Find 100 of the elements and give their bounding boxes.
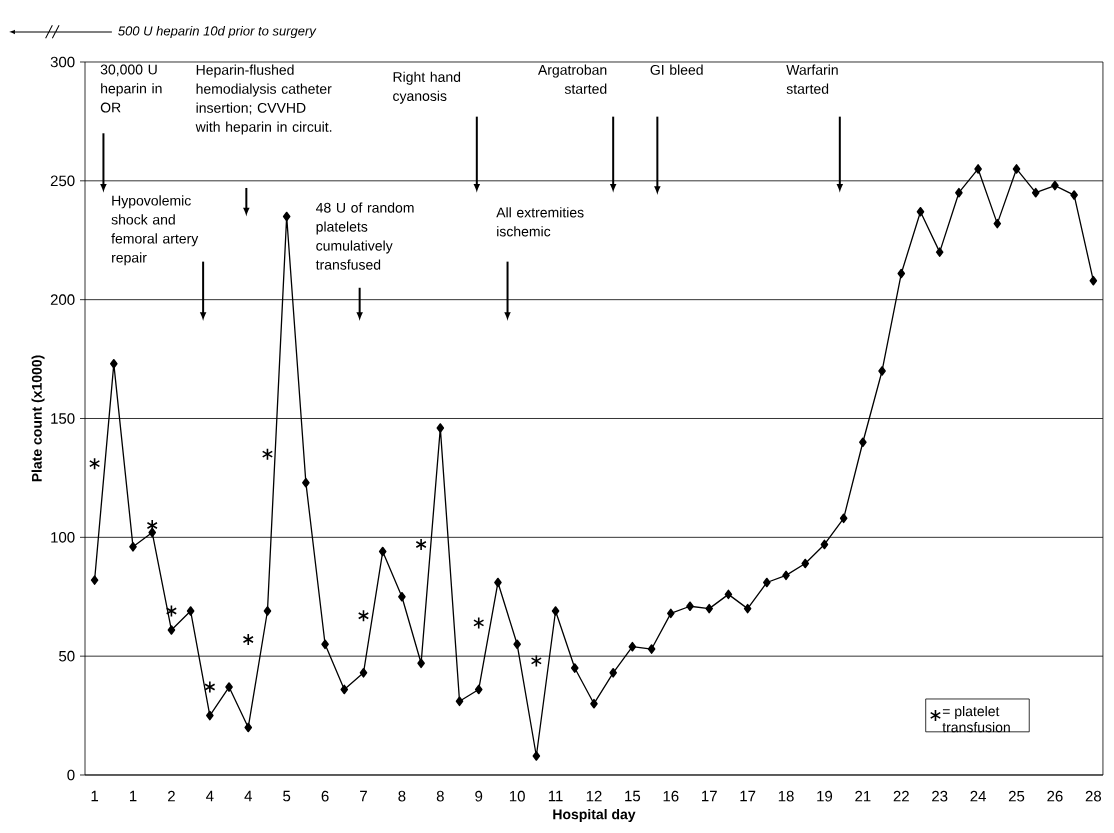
annotation: Heparin-flushed hemodialysis catheter insertion; CVVHD with heparin in circuit.: [195, 64, 332, 135]
point: [763, 577, 771, 588]
point: [357, 609, 370, 623]
x-tick-label: 26: [1047, 790, 1063, 802]
point: [782, 570, 790, 581]
point: [186, 606, 195, 616]
point: [302, 477, 310, 488]
point: [167, 625, 176, 635]
point: [955, 187, 963, 198]
x-tick-label: 8: [436, 790, 444, 802]
annotation: Hypovolemic shock and femoral artery repair: [111, 195, 199, 266]
point: [494, 577, 502, 588]
point: [1051, 180, 1059, 191]
point: [398, 591, 406, 602]
x-tick-label: 12: [586, 790, 602, 802]
point: [455, 696, 464, 707]
x-tick-label: 16: [663, 790, 679, 802]
point: [551, 606, 560, 616]
x-tick-label: 5: [283, 790, 291, 802]
point: [90, 575, 99, 585]
point: [801, 558, 810, 569]
point: [1070, 190, 1078, 200]
point: [436, 423, 445, 433]
point: [993, 218, 1002, 229]
x-tick-label: 11: [548, 790, 563, 802]
point: [225, 682, 233, 692]
text: 500 U heparin 10d prior to surgery: [118, 25, 317, 39]
point: [743, 603, 752, 614]
legend-label: = platelet transfusion: [942, 705, 1010, 733]
point: [473, 616, 485, 630]
x-tick-label: 6: [321, 790, 329, 802]
point: [263, 606, 272, 616]
point: [340, 684, 349, 695]
x-tick-label: 28: [1085, 790, 1102, 802]
x-tick-label: 4: [244, 790, 252, 802]
point: [916, 206, 925, 217]
point: [261, 447, 274, 461]
annotation: All extremities ischemic: [496, 207, 584, 237]
point: [321, 639, 329, 650]
point: [242, 633, 254, 646]
point: [628, 641, 637, 652]
point: [1089, 275, 1098, 286]
point: [89, 457, 101, 470]
y-tick-label: 0: [67, 769, 75, 781]
point: [378, 546, 387, 557]
annotation: GI bleed: [650, 64, 703, 75]
point: [897, 268, 906, 279]
annotation: 30,000 U heparin in OR: [100, 64, 162, 113]
point: [110, 359, 118, 369]
y-tick-label: 100: [51, 532, 75, 543]
x-tick-label: 1: [91, 790, 99, 802]
annotation: Warfarin started: [786, 64, 838, 94]
x-tick-label: 25: [1008, 790, 1025, 802]
x-tick-label: 2: [168, 790, 175, 802]
point: [1012, 164, 1021, 174]
x-tick-label: 23: [932, 790, 948, 802]
point: [974, 164, 982, 174]
y-axis-title: Plate count (x1000): [31, 355, 45, 482]
y-tick-label: 200: [50, 294, 75, 305]
point: [148, 527, 157, 538]
point: [129, 542, 137, 552]
x-tick-label: 9: [475, 790, 483, 802]
y-tick-label: 250: [50, 175, 75, 187]
point: [609, 668, 617, 678]
point: [647, 644, 656, 654]
point: [820, 539, 829, 550]
annotation: 48 U of random platelets cumulatively transfused: [315, 202, 414, 270]
point: [570, 663, 579, 673]
y-tick-label: 150: [51, 413, 75, 424]
point: [686, 601, 694, 612]
x-tick-label: 21: [855, 790, 871, 802]
point: [724, 589, 733, 600]
x-tick-label: 17: [740, 790, 756, 802]
point: [204, 680, 216, 694]
x-tick-label: 4: [206, 790, 214, 802]
x-axis-title: Hospital day: [553, 809, 636, 823]
x-tick-label: 7: [360, 790, 367, 802]
point: [244, 722, 253, 733]
point: [667, 608, 675, 619]
y-tick-label: 300: [50, 56, 75, 68]
point: [282, 211, 291, 222]
point: [532, 751, 541, 761]
point: [165, 604, 177, 618]
y-tick-label: 50: [59, 650, 75, 662]
x-tick-label: 22: [893, 790, 909, 802]
point: [417, 658, 425, 669]
x-tick-label: 15: [625, 790, 641, 802]
annotation: Argatroban started: [537, 64, 607, 94]
point: [705, 603, 714, 614]
x-tick-label: 10: [509, 790, 525, 802]
point: [935, 247, 944, 257]
x-tick-label: 19: [817, 790, 833, 802]
x-tick-label: 24: [970, 790, 986, 802]
x-tick-label: 1: [129, 790, 137, 802]
x-tick-label: 18: [778, 790, 794, 802]
point: [590, 698, 598, 709]
point: [359, 668, 368, 678]
x-tick-label: 17: [702, 790, 717, 802]
point: [415, 538, 427, 551]
point: [839, 513, 848, 524]
